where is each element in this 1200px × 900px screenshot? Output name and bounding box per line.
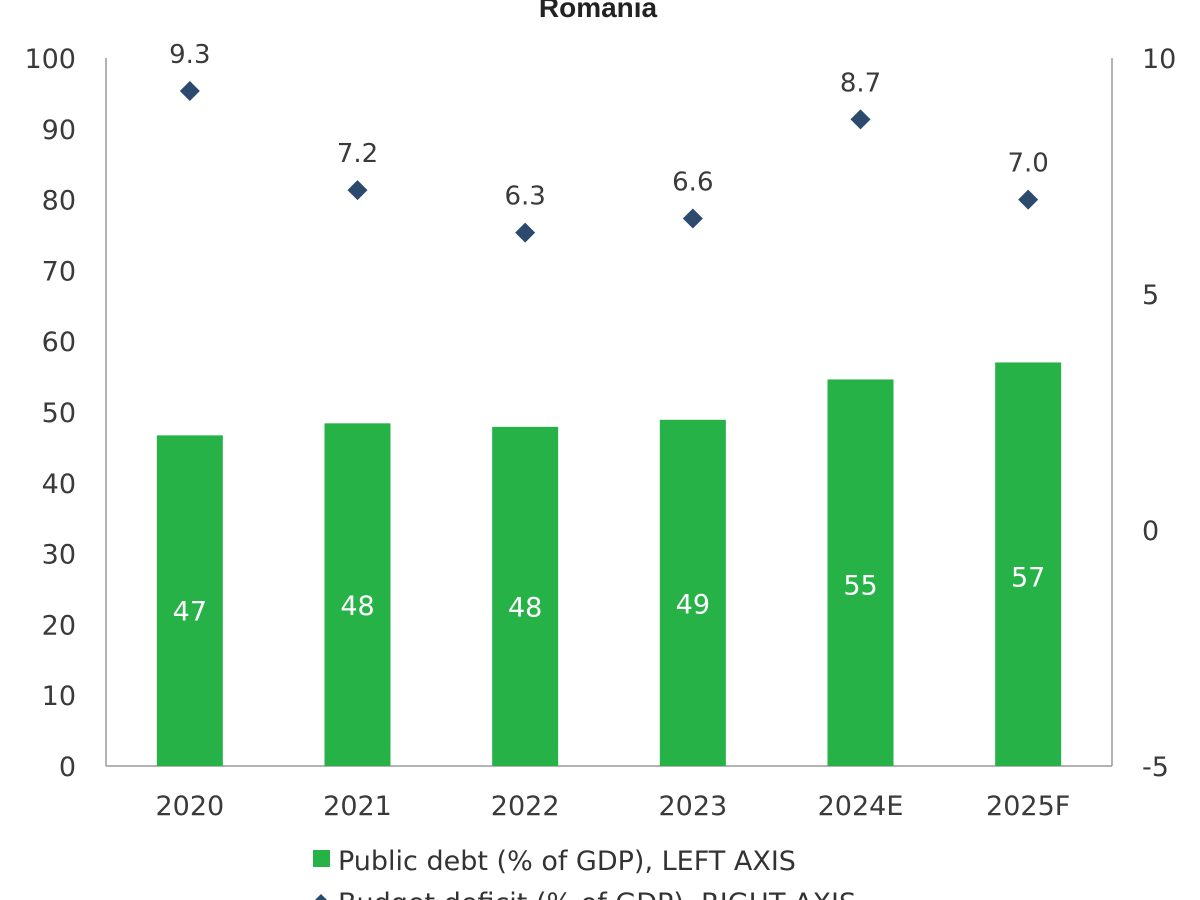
scatter-series: 9.3 7.2 6.3 6.6 8.7 7.0 bbox=[169, 40, 1049, 243]
legend-swatch-diamond bbox=[315, 894, 327, 900]
legend: Public debt (% of GDP), LEFT AXIS Budget … bbox=[313, 846, 856, 900]
point-data-label: 7.0 bbox=[1007, 149, 1048, 179]
left-tick-label: 60 bbox=[42, 327, 76, 358]
bar bbox=[995, 362, 1062, 766]
point-data-label: 8.7 bbox=[840, 68, 881, 98]
bar bbox=[827, 379, 894, 766]
diamond-marker bbox=[1018, 189, 1039, 210]
bar-data-label: 55 bbox=[843, 570, 877, 601]
bar-data-label: 47 bbox=[173, 597, 207, 628]
point-data-label: 6.3 bbox=[504, 182, 545, 212]
point-data-label: 7.2 bbox=[337, 139, 378, 169]
left-tick-label: 0 bbox=[59, 752, 76, 783]
x-axis-categories: 2020 2021 2022 2023 2024E 2025F bbox=[155, 791, 1070, 822]
bar bbox=[324, 423, 391, 766]
right-tick-label: 5 bbox=[1142, 280, 1159, 311]
bar bbox=[659, 419, 726, 766]
left-tick-label: 50 bbox=[42, 398, 76, 429]
left-tick-label: 10 bbox=[42, 681, 76, 712]
bar-data-label: 49 bbox=[676, 589, 710, 620]
left-tick-label: 100 bbox=[24, 44, 76, 75]
left-tick-label: 70 bbox=[42, 256, 76, 287]
right-tick-label: 10 bbox=[1142, 44, 1176, 75]
bar bbox=[156, 435, 223, 766]
diamond-marker bbox=[682, 208, 703, 229]
bar-data-label: 57 bbox=[1011, 562, 1045, 593]
point-data-label: 9.3 bbox=[169, 40, 210, 70]
left-tick-label: 40 bbox=[42, 469, 76, 500]
diamond-marker bbox=[850, 109, 871, 130]
diamond-marker bbox=[347, 180, 368, 201]
left-tick-label: 30 bbox=[42, 540, 76, 571]
right-axis-ticks: -5 0 5 10 bbox=[1142, 44, 1176, 783]
legend-swatch-bar bbox=[313, 850, 330, 867]
category-label: 2022 bbox=[491, 791, 560, 822]
bar bbox=[492, 426, 559, 766]
left-tick-label: 80 bbox=[42, 186, 76, 217]
bar-series: 47 48 48 49 55 57 bbox=[156, 362, 1062, 766]
bar-data-label: 48 bbox=[340, 591, 374, 622]
right-tick-label: 0 bbox=[1142, 516, 1159, 547]
category-label: 2025F bbox=[986, 791, 1070, 822]
diamond-marker bbox=[179, 81, 200, 102]
bar-data-label: 48 bbox=[508, 593, 542, 624]
category-label: 2020 bbox=[155, 791, 224, 822]
left-tick-label: 20 bbox=[42, 610, 76, 641]
right-tick-label: -5 bbox=[1142, 752, 1169, 783]
legend-label-scatter: Budget deficit (% of GDP), RIGHT AXIS bbox=[338, 888, 856, 900]
legend-label-bar: Public debt (% of GDP), LEFT AXIS bbox=[338, 846, 796, 877]
category-label: 2021 bbox=[323, 791, 392, 822]
chart-title: Romania bbox=[539, 0, 658, 23]
diamond-marker bbox=[515, 222, 536, 243]
category-label: 2024E bbox=[818, 791, 904, 822]
left-tick-label: 90 bbox=[42, 115, 76, 146]
left-axis-ticks: 0 10 20 30 40 50 60 70 80 90 100 bbox=[24, 44, 76, 783]
point-data-label: 6.6 bbox=[672, 167, 713, 197]
category-label: 2023 bbox=[658, 791, 727, 822]
